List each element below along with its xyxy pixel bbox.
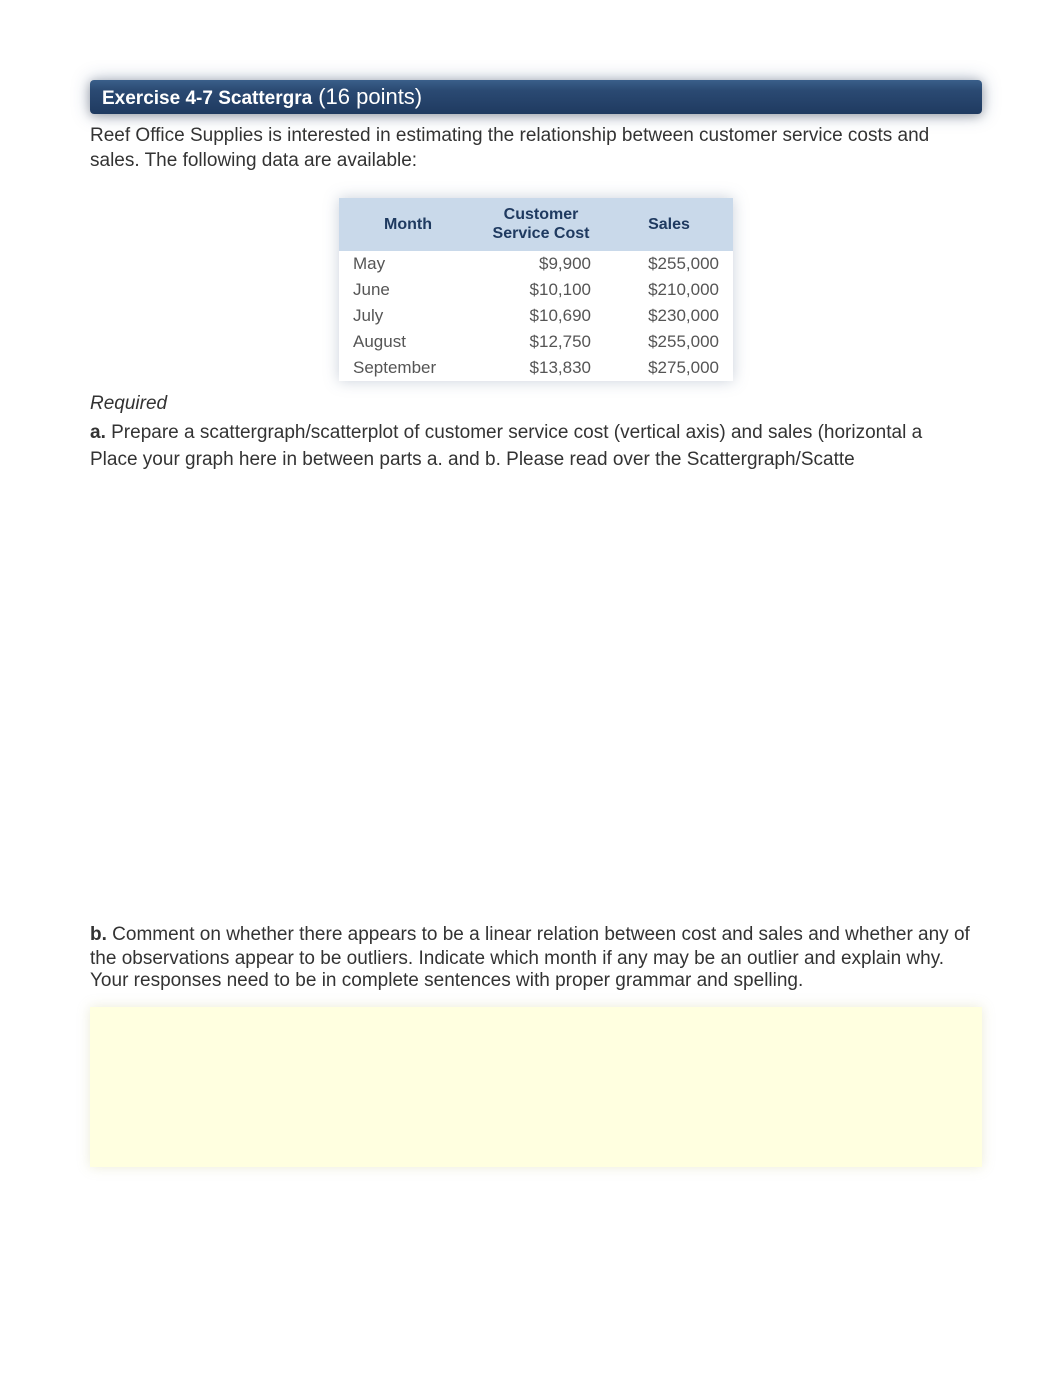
- table-row: June $10,100 $210,000: [339, 277, 733, 303]
- part-b-text: Comment on whether there appears to be a…: [90, 924, 970, 969]
- cell-month: September: [339, 355, 477, 381]
- data-table: Month Customer Service Cost Sales May $9…: [339, 198, 733, 381]
- cell-cost: $12,750: [477, 329, 605, 355]
- exercise-title: Exercise 4-7 Scattergra: [102, 88, 312, 110]
- table-row: September $13,830 $275,000: [339, 355, 733, 381]
- cell-month: June: [339, 277, 477, 303]
- exercise-points: (16 points): [318, 84, 422, 110]
- cell-cost: $10,690: [477, 303, 605, 329]
- cell-sales: $275,000: [605, 355, 733, 381]
- cell-month: August: [339, 329, 477, 355]
- cell-month: July: [339, 303, 477, 329]
- cell-sales: $255,000: [605, 329, 733, 355]
- col-header-sales: Sales: [605, 198, 733, 251]
- part-a-label: a.: [90, 422, 106, 443]
- cell-sales: $210,000: [605, 277, 733, 303]
- answer-box[interactable]: [90, 1007, 982, 1167]
- data-table-wrap: Month Customer Service Cost Sales May $9…: [90, 198, 982, 381]
- part-a-text: Prepare a scattergraph/scatterplot of cu…: [106, 422, 922, 443]
- required-label: Required: [90, 393, 982, 415]
- cell-month: May: [339, 251, 477, 277]
- intro-text: Reef Office Supplies is interested in es…: [90, 124, 982, 173]
- table-row: May $9,900 $255,000: [339, 251, 733, 277]
- part-a-instruction: Place your graph here in between parts a…: [90, 448, 982, 473]
- part-b-overlap: Your responses need to be in complete se…: [90, 969, 982, 993]
- cell-cost: $13,830: [477, 355, 605, 381]
- col-header-cost: Customer Service Cost: [477, 198, 605, 251]
- cell-sales: $255,000: [605, 251, 733, 277]
- table-row: August $12,750 $255,000: [339, 329, 733, 355]
- cell-sales: $230,000: [605, 303, 733, 329]
- col-header-month: Month: [339, 198, 477, 251]
- table-row: July $10,690 $230,000: [339, 303, 733, 329]
- part-b: b. Comment on whether there appears to b…: [90, 923, 982, 994]
- cell-cost: $9,900: [477, 251, 605, 277]
- part-a: a. Prepare a scattergraph/scatterplot of…: [90, 421, 982, 472]
- part-b-label: b.: [90, 924, 107, 945]
- cell-cost: $10,100: [477, 277, 605, 303]
- exercise-title-bar: Exercise 4-7 Scattergra (16 points): [90, 80, 982, 114]
- graph-placeholder: [90, 473, 982, 923]
